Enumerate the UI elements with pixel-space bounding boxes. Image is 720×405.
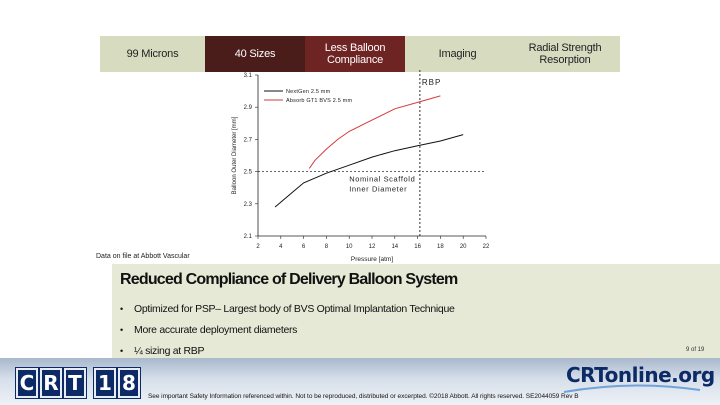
bullet-dot-icon: • bbox=[120, 345, 123, 356]
chart-series bbox=[274, 95, 464, 208]
crt18-logo: C R T 1 8 bbox=[16, 368, 140, 398]
logo-letter: 1 bbox=[94, 368, 116, 398]
bullet-item: • ¼ sizing at RBP bbox=[120, 340, 455, 361]
x-tick-label: 14 bbox=[391, 244, 398, 250]
x-tick-label: 22 bbox=[483, 244, 490, 250]
x-tick-label: 2 bbox=[256, 244, 260, 250]
tab-less-balloon-compliance: Less Balloon Compliance bbox=[305, 36, 405, 72]
bullet-dot-icon: • bbox=[120, 324, 123, 335]
series-line bbox=[308, 95, 441, 169]
y-tick-label: 3.1 bbox=[244, 73, 253, 79]
y-tick-label: 2.5 bbox=[244, 170, 253, 176]
nominal-label: Inner Diameter bbox=[349, 185, 407, 194]
series-line bbox=[274, 134, 464, 208]
bullet-text: ¼ sizing at RBP bbox=[134, 344, 205, 357]
bullet-text: Optimized for PSP– Largest body of BVS O… bbox=[134, 302, 455, 315]
bullet-list: • Optimized for PSP– Largest body of BVS … bbox=[120, 298, 455, 361]
x-tick-label: 10 bbox=[346, 244, 353, 250]
rbp-label: RBP bbox=[422, 78, 441, 87]
page-number: 9 of 19 bbox=[686, 347, 705, 353]
tab-99-microns: 99 Microns bbox=[100, 36, 205, 72]
swoosh-icon bbox=[563, 384, 701, 393]
x-tick-label: 12 bbox=[369, 244, 376, 250]
x-tick-label: 20 bbox=[460, 244, 467, 250]
compliance-chart: 2 4 6 8 10 12 14 16 18 20 22 3.1 2.9 2.7 2.5 2.3 2.1 Pres… bbox=[232, 70, 490, 263]
summary-panel: Reduced Compliance of Delivery Balloon S… bbox=[112, 264, 720, 359]
disclaimer-text: See important Safety Information referen… bbox=[148, 393, 579, 400]
bullet-dot-icon: • bbox=[120, 303, 123, 314]
chart-labels: 2 4 6 8 10 12 14 16 18 20 22 3.1 2.9 2.7 2.5 2.3 2.1 Pres… bbox=[232, 73, 490, 263]
panel-title: Reduced Compliance of Delivery Balloon S… bbox=[120, 271, 458, 288]
bullet-item: • More accurate deployment diameters bbox=[120, 319, 455, 340]
x-tick-label: 16 bbox=[414, 244, 421, 250]
nominal-label: Nominal Scaffold bbox=[349, 175, 415, 184]
x-axis-title: Pressure [atm] bbox=[351, 256, 393, 263]
x-tick-label: 4 bbox=[279, 244, 283, 250]
logo-separator bbox=[88, 368, 92, 398]
bullet-item: • Optimized for PSP– Largest body of BVS … bbox=[120, 298, 455, 319]
x-tick-label: 8 bbox=[325, 244, 329, 250]
logo-letter: R bbox=[40, 368, 62, 398]
legend-label: Absorb GT1 BVS 2.5 mm bbox=[286, 98, 352, 104]
logo-letter: T bbox=[64, 368, 86, 398]
y-tick-label: 2.7 bbox=[244, 137, 253, 143]
y-tick-label: 2.1 bbox=[244, 234, 253, 240]
chart-axes bbox=[255, 70, 487, 239]
y-tick-label: 2.9 bbox=[244, 105, 253, 111]
tab-40-sizes: 40 Sizes bbox=[205, 36, 305, 72]
x-tick-label: 18 bbox=[437, 244, 444, 250]
y-axis-title: Balloon Outer Diameter [mm] bbox=[232, 116, 238, 194]
tab-radial-strength-resorption: Radial Strength Resorption bbox=[510, 36, 620, 72]
legend-label: NextGen 2.5 mm bbox=[286, 89, 331, 95]
x-tick-label: 6 bbox=[302, 244, 306, 250]
logo-letter: 8 bbox=[118, 368, 140, 398]
logo-letter: C bbox=[16, 368, 38, 398]
y-tick-label: 2.3 bbox=[244, 202, 253, 208]
bullet-text: More accurate deployment diameters bbox=[134, 323, 298, 336]
crtonline-logo: CRTonline.org bbox=[566, 363, 715, 387]
tab-imaging: Imaging bbox=[405, 36, 510, 72]
topic-tabs: 99 Microns 40 Sizes Less Balloon Complia… bbox=[100, 36, 620, 72]
source-note: Data on file at Abbott Vascular bbox=[96, 253, 190, 260]
